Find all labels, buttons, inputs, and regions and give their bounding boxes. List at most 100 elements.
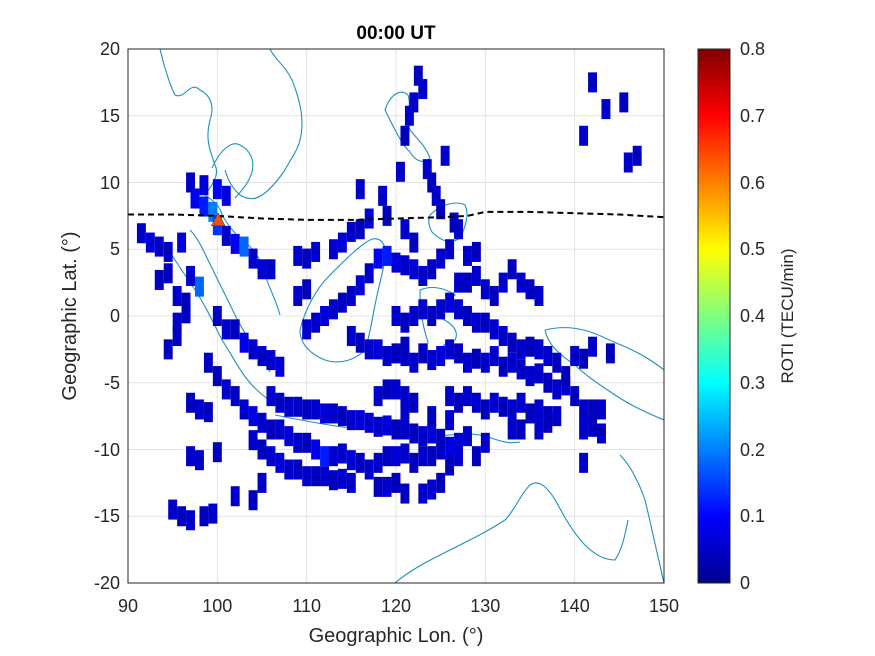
roti-cell [248,406,258,427]
roti-cell [248,490,258,511]
roti-cell [409,452,419,473]
roti-cell [346,450,356,471]
roti-cell [239,399,249,420]
roti-cell [489,346,499,367]
roti-cell [579,348,589,369]
roti-cell [436,199,446,220]
y-tick-label: 5 [110,239,120,259]
roti-cell [208,503,218,524]
x-tick-label: 140 [560,596,590,616]
colorbar: 0.8 0.7 0.6 0.5 0.4 0.3 0.2 0.1 0 ROTI (… [697,39,797,593]
roti-cell [400,312,410,333]
roti-cell [543,372,553,393]
roti-cell [320,403,329,424]
roti-cell [597,423,606,444]
colorbar-tick-label: 0 [740,573,750,593]
roti-cell [275,392,285,413]
roti-cell [391,252,401,273]
roti-cell [427,406,437,427]
roti-cell [302,319,312,340]
colorbar-tick-label: 0.6 [740,173,765,193]
roti-cell [445,410,455,431]
roti-cell [329,239,338,260]
roti-cell [463,305,472,327]
roti-cell [463,245,472,266]
roti-cell [364,339,374,360]
roti-cell [382,415,392,436]
roti-cell [382,346,392,367]
roti-cell [409,232,419,253]
roti-cell [409,423,419,444]
coastline-sulawesi [419,286,457,361]
roti-cell [302,248,312,269]
roti-cell [248,248,258,269]
roti-cell [257,439,267,460]
roti-cell [525,336,535,357]
roti-cell [409,259,419,280]
roti-cell [543,412,553,433]
roti-cell [275,356,285,377]
colorbar-gradient [697,48,731,584]
roti-cell [471,265,481,286]
y-tick-label: -20 [94,573,120,593]
roti-cell [199,196,209,217]
roti-cell [373,339,383,360]
y-tick-label: 10 [100,173,120,193]
roti-cell [463,426,472,447]
roti-cell [190,188,200,209]
roti-cell [507,259,517,280]
roti-cell [427,423,437,444]
roti-cell [391,419,401,440]
roti-cell [293,285,303,306]
roti-cell [431,185,441,206]
roti-cell [284,426,294,447]
roti-cell [364,459,374,480]
x-tick-label: 150 [649,596,679,616]
roti-cell [364,412,374,433]
roti-cell [208,201,218,222]
coastline-new-guinea [544,327,664,421]
roti-cell [427,305,437,327]
roti-cell [311,241,321,262]
roti-cell [454,446,463,467]
roti-cell [418,265,428,286]
roti-cell [311,312,321,333]
roti-cell [355,332,365,353]
roti-cell [266,350,276,371]
roti-cell [391,305,401,327]
roti-cell [454,272,463,293]
roti-cell [382,446,392,467]
roti-cell [302,279,312,300]
roti-cell [378,185,388,206]
roti-cell [400,399,410,420]
roti-cell [391,379,401,400]
roti-cell [221,379,231,400]
roti-cell [293,432,303,453]
roti-cell [418,79,428,100]
roti-cell [329,299,338,320]
roti-cell [275,419,285,440]
roti-cell [579,399,589,420]
roti-cell [257,259,267,280]
roti-cell [471,392,481,413]
roti-cell [337,406,347,427]
roti-cell [346,221,356,242]
chart-title: 00:00 UT [356,23,436,44]
roti-cell [489,285,499,306]
roti-cell [570,386,580,407]
roti-cell [373,416,383,437]
roti-cell [507,419,517,440]
roti-cell [154,236,164,257]
colorbar-tick-label: 0.3 [740,373,765,393]
roti-cell [436,472,446,493]
roti-cell [221,225,231,246]
roti-cell [355,275,365,296]
colorbar-tick-label: 0.2 [740,440,765,460]
roti-cell [163,241,173,262]
roti-cell [445,292,455,313]
roti-cell [337,232,347,253]
roti-cell [418,483,428,504]
roti-cell [471,241,481,262]
roti-cell [463,352,472,373]
roti-cell [203,402,213,423]
